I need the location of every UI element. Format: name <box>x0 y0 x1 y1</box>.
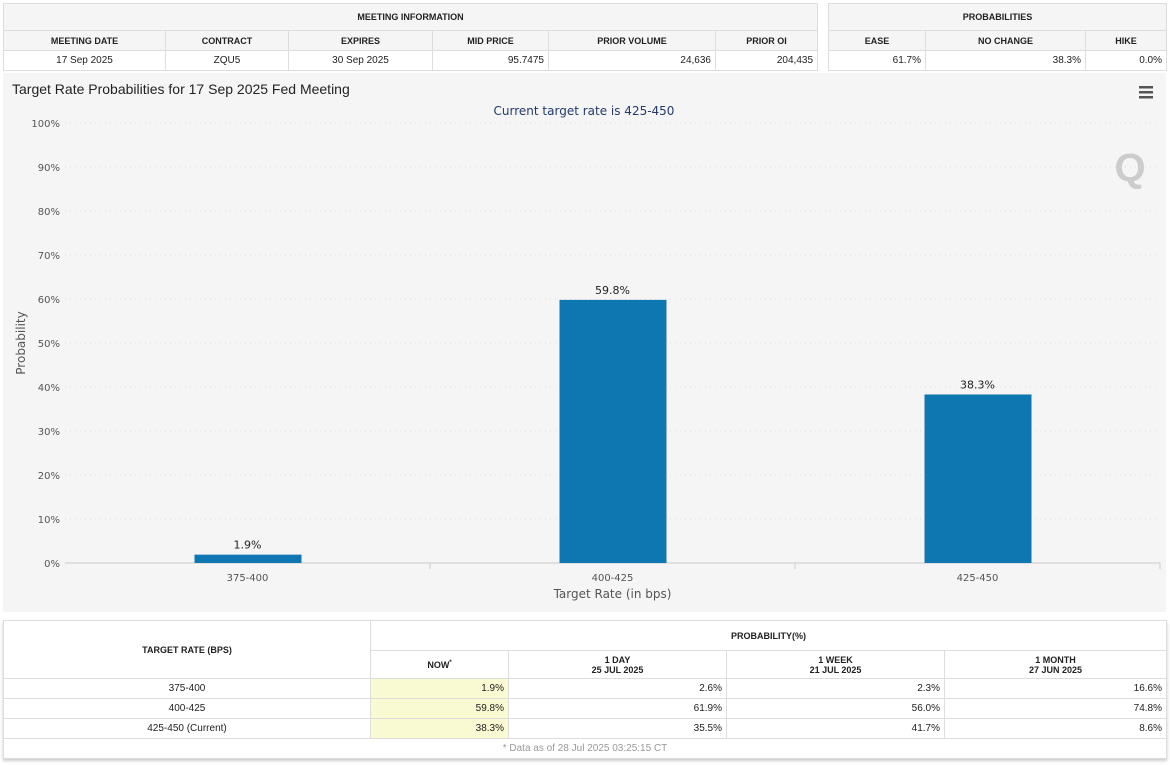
y-tick-label: 10% <box>38 515 60 526</box>
chart-subtitle: Current target rate is 425-450 <box>494 104 675 118</box>
table-row: 425-450 (Current) 38.3% 35.5% 41.7% 8.6% <box>3 718 1167 739</box>
meeting-info-value: 204,435 <box>714 50 819 71</box>
meeting-info-header: PRIOR OI <box>714 30 819 51</box>
probability-value: 38.3% <box>925 50 1086 71</box>
prob-cell: 2.6% <box>508 678 727 699</box>
col-label: 1 WEEK <box>818 654 853 665</box>
prob-cell: 41.7% <box>726 718 945 739</box>
probabilities-table: PROBABILITIES EASE NO CHANGE HIKE 61.7% 38.3… <box>828 3 1167 71</box>
bar-400-425 <box>559 299 667 563</box>
prob-cell: 16.6% <box>944 678 1167 699</box>
bar-425-450 <box>924 394 1032 563</box>
meeting-info-value: ZQU5 <box>165 50 289 71</box>
meeting-info-header: MEETING DATE <box>3 30 166 51</box>
col-label: 1 DAY <box>604 654 631 665</box>
prob-cell: 61.9% <box>508 698 727 719</box>
meeting-info-value: 95.7475 <box>432 50 549 71</box>
y-tick-label: 40% <box>38 383 60 394</box>
col-date: 27 JUN 2025 <box>1028 664 1083 675</box>
history-col-header: 1 MONTH 27 JUN 2025 <box>944 650 1167 679</box>
chart-svg: Target Rate Probabilities for 17 Sep 202… <box>12 81 1161 601</box>
y-tick-label: 80% <box>38 207 60 218</box>
probability-chart: Target Rate Probabilities for 17 Sep 202… <box>3 73 1166 612</box>
table-row: 375-400 1.9% 2.6% 2.3% 16.6% <box>3 678 1167 699</box>
target-rate-header: TARGET RATE (BPS) <box>3 620 371 679</box>
x-tick-label: 400-425 <box>592 573 634 584</box>
rate-cell: 425-450 (Current) <box>3 718 371 739</box>
asterisk: * <box>449 659 452 666</box>
table-row: 400-425 59.8% 61.9% 56.0% 74.8% <box>3 698 1167 719</box>
data-label: 1.9% <box>234 539 262 552</box>
meeting-info-header: PRIOR VOLUME <box>548 30 716 51</box>
x-axis-label: Target Rate (in bps) <box>553 587 672 601</box>
prob-cell: 1.9% <box>370 678 509 699</box>
meeting-info-title: MEETING INFORMATION <box>2 3 819 31</box>
y-axis-label: Probability <box>14 311 28 374</box>
history-col-header: NOW* <box>370 650 509 679</box>
menu-icon[interactable] <box>1139 86 1153 99</box>
rate-cell: 400-425 <box>3 698 371 719</box>
probability-header: HIKE <box>1085 30 1167 51</box>
meeting-info-header: EXPIRES <box>288 30 433 51</box>
history-col-header: 1 WEEK 21 JUL 2025 <box>726 650 945 679</box>
prob-cell: 56.0% <box>726 698 945 719</box>
prob-cell: 35.5% <box>508 718 727 739</box>
col-date: 25 JUL 2025 <box>591 664 644 675</box>
col-label: NOW <box>427 659 450 670</box>
y-tick-label: 90% <box>38 163 60 174</box>
meeting-info-value: 24,636 <box>548 50 716 71</box>
meeting-info-value: 17 Sep 2025 <box>3 50 166 71</box>
probability-header: EASE <box>828 30 926 51</box>
col-date: 21 JUL 2025 <box>809 664 862 675</box>
y-tick-label: 0% <box>44 559 60 570</box>
history-col-header: 1 DAY 25 JUL 2025 <box>508 650 727 679</box>
prob-cell: 38.3% <box>370 718 509 739</box>
probability-group-header: PROBABILITY(%) <box>370 620 1167 651</box>
y-tick-label: 20% <box>38 471 60 482</box>
x-tick-label: 425-450 <box>957 573 999 584</box>
watermark-q-logo: Q <box>1114 146 1145 190</box>
meeting-information-table: MEETING INFORMATION MEETING DATE CONTRACT… <box>2 3 819 71</box>
probability-header: NO CHANGE <box>925 30 1086 51</box>
y-tick-label: 50% <box>38 339 60 350</box>
bar-375-400 <box>194 554 302 563</box>
data-label: 38.3% <box>960 378 995 391</box>
meeting-info-header: CONTRACT <box>165 30 289 51</box>
meeting-info-header: MID PRICE <box>432 30 549 51</box>
probability-history-table: TARGET RATE (BPS) PROBABILITY(%) NOW* 1 D… <box>3 620 1167 759</box>
y-tick-label: 70% <box>38 251 60 262</box>
data-label: 59.8% <box>595 284 630 297</box>
probability-value: 0.0% <box>1085 50 1167 71</box>
prob-cell: 8.6% <box>944 718 1167 739</box>
prob-cell: 74.8% <box>944 698 1167 719</box>
footnote: * Data as of 28 Jul 2025 03:25:15 CT <box>3 738 1167 759</box>
y-tick-label: 30% <box>38 427 60 438</box>
x-tick-label: 375-400 <box>227 573 269 584</box>
prob-cell: 59.8% <box>370 698 509 719</box>
meeting-info-value: 30 Sep 2025 <box>288 50 433 71</box>
prob-cell: 2.3% <box>726 678 945 699</box>
probabilities-title: PROBABILITIES <box>828 3 1167 31</box>
y-tick-label: 60% <box>38 295 60 306</box>
probability-value: 61.7% <box>828 50 926 71</box>
rate-cell: 375-400 <box>3 678 371 699</box>
chart-title: Target Rate Probabilities for 17 Sep 202… <box>12 81 350 97</box>
col-label: 1 MONTH <box>1035 654 1076 665</box>
y-tick-label: 100% <box>31 119 60 130</box>
